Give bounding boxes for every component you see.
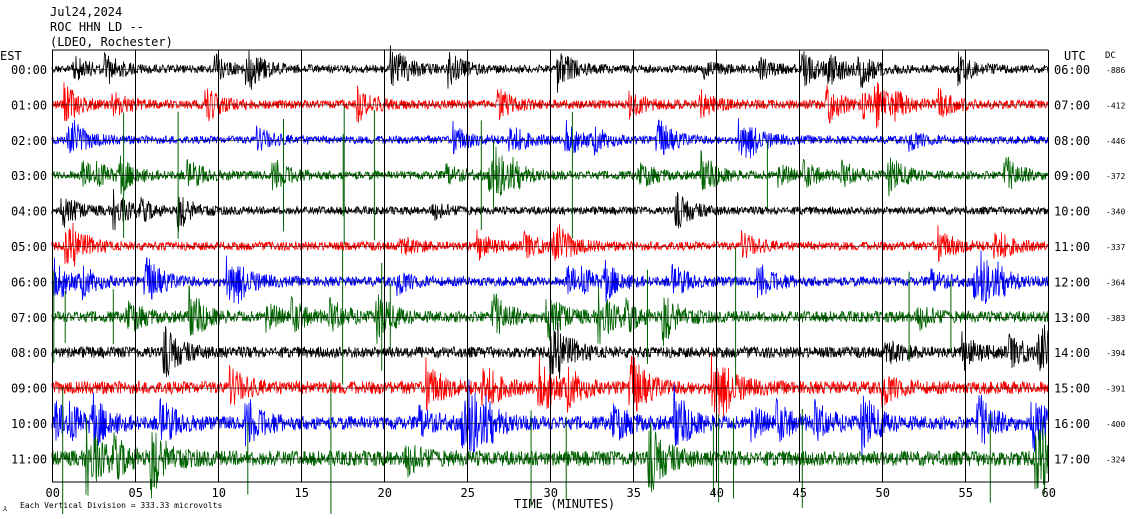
dc-label: DC	[1105, 51, 1116, 61]
dc-offset-label: -372	[1106, 172, 1125, 181]
dc-offset-label: -324	[1106, 455, 1125, 464]
utc-time-label: 10:00	[1054, 205, 1090, 219]
footer-mark: ⅄	[2, 505, 8, 513]
x-tick-label: 35	[627, 486, 641, 500]
utc-time-label: 08:00	[1054, 134, 1090, 148]
x-tick-label: 15	[295, 486, 309, 500]
dc-offset-label: -394	[1106, 349, 1125, 358]
utc-time-label: 07:00	[1054, 98, 1090, 112]
x-axis-title: TIME (MINUTES)	[514, 497, 615, 511]
est-time-label: 02:00	[11, 134, 47, 148]
left-axis-label: EST	[0, 49, 22, 63]
x-tick-label: 45	[793, 486, 807, 500]
est-time-label: 10:00	[11, 417, 47, 431]
plot-grid	[52, 49, 1049, 483]
dc-offset-label: -446	[1106, 137, 1125, 146]
dc-offset-label: -364	[1106, 278, 1125, 287]
utc-time-label: 14:00	[1054, 346, 1090, 360]
header-date: Jul24,2024	[50, 5, 122, 19]
utc-time-label: 09:00	[1054, 169, 1090, 183]
est-time-label: 08:00	[11, 346, 47, 360]
dc-offset-label: -383	[1106, 314, 1125, 323]
x-tick-label: 10	[212, 486, 226, 500]
est-time-label: 04:00	[11, 205, 47, 219]
dc-offset-label: -400	[1106, 420, 1125, 429]
x-tick-label: 20	[378, 486, 392, 500]
utc-time-label: 17:00	[1054, 452, 1090, 466]
x-tick-label: 40	[710, 486, 724, 500]
utc-time-label: 15:00	[1054, 382, 1090, 396]
dc-offset-label: -886	[1106, 66, 1125, 75]
est-time-label: 03:00	[11, 169, 47, 183]
est-time-label: 06:00	[11, 275, 47, 289]
axis-labels: 00 05 10 15 20 25 30 35 40 45 50 55 60 00:00 06:00 -886…	[11, 63, 1125, 500]
est-time-label: 01:00	[11, 98, 47, 112]
x-tick-label: 25	[461, 486, 475, 500]
header-station: ROC HHN LD --	[50, 20, 144, 34]
x-tick-label: 50	[876, 486, 890, 500]
utc-time-label: 13:00	[1054, 311, 1090, 325]
header-network: (LDEO, Rochester)	[50, 35, 173, 49]
footer-note: Each Vertical Division = 333.33 microvol…	[20, 501, 222, 510]
est-time-label: 05:00	[11, 240, 47, 254]
right-axis-label: UTC	[1064, 49, 1086, 63]
utc-time-label: 12:00	[1054, 275, 1090, 289]
x-tick-label: 00	[46, 486, 60, 500]
est-time-label: 00:00	[11, 63, 47, 77]
x-tick-label: 55	[959, 486, 973, 500]
x-tick-label: 60	[1042, 486, 1056, 500]
dc-offset-label: -391	[1106, 385, 1125, 394]
utc-time-label: 06:00	[1054, 63, 1090, 77]
utc-time-label: 16:00	[1054, 417, 1090, 431]
est-time-label: 11:00	[11, 452, 47, 466]
dc-offset-label: -412	[1106, 101, 1125, 110]
utc-time-label: 11:00	[1054, 240, 1090, 254]
est-time-label: 09:00	[11, 382, 47, 396]
est-time-label: 07:00	[11, 311, 47, 325]
x-tick-label: 05	[129, 486, 143, 500]
x-tick-label: 30	[544, 486, 558, 500]
dc-offset-label: -340	[1106, 208, 1125, 217]
dc-offset-label: -337	[1106, 243, 1125, 252]
